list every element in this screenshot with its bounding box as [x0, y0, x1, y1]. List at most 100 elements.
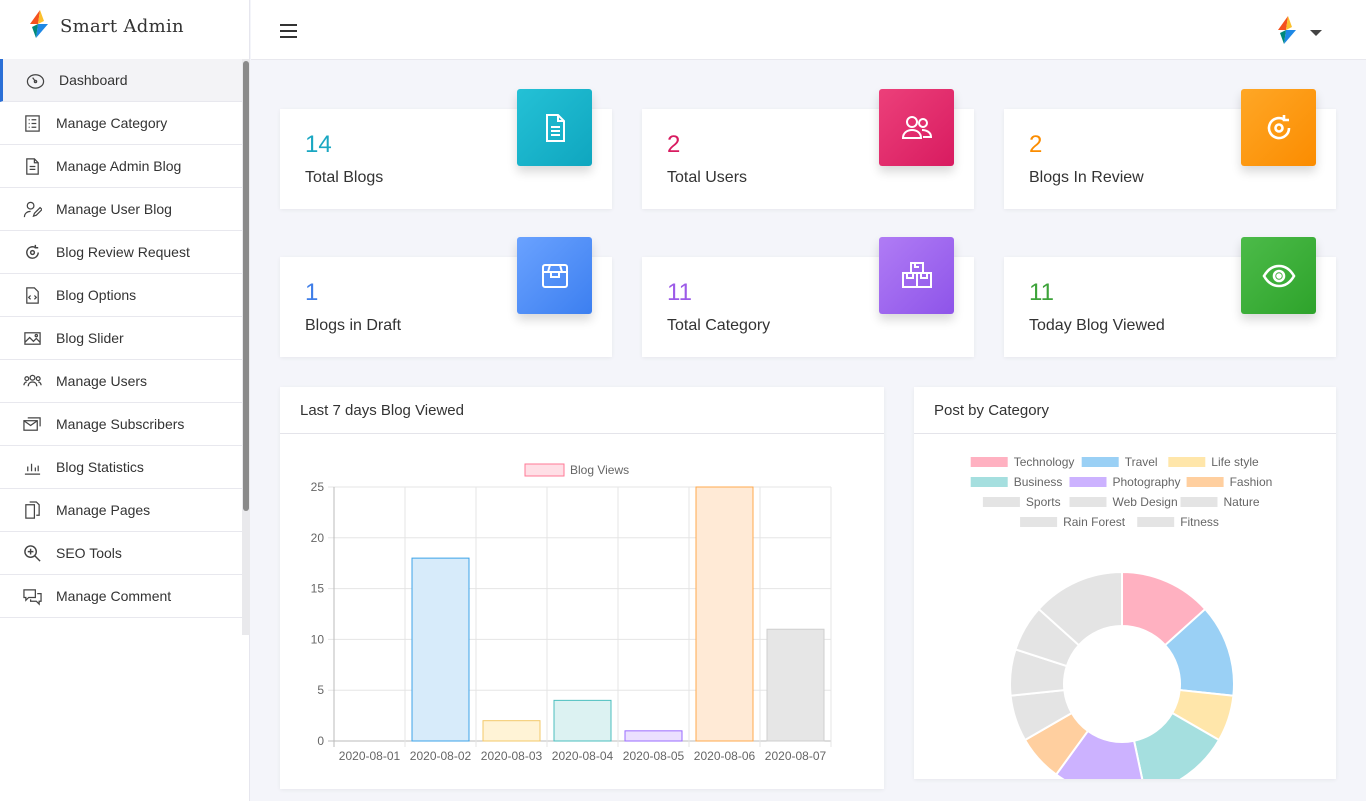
- legend-label: Web Design: [1113, 495, 1178, 509]
- stat-card-blogs-in-draft[interactable]: 1 Blogs in Draft: [280, 237, 612, 357]
- stat-card-today-blog-viewed[interactable]: 11 Today Blog Viewed: [1004, 237, 1336, 357]
- search-plus-icon: [20, 543, 44, 563]
- bar: [766, 628, 825, 742]
- legend-swatch: [1081, 457, 1119, 467]
- eye-icon: [1241, 237, 1316, 314]
- sidebar-item-manage-category[interactable]: Manage Category: [0, 102, 242, 145]
- stat-label: Today Blog Viewed: [1029, 317, 1165, 334]
- sidebar-item-blog-options[interactable]: Blog Options: [0, 274, 242, 317]
- legend-swatch: [1020, 517, 1058, 527]
- legend-swatch: [1137, 517, 1175, 527]
- legend-item: Nature: [1180, 495, 1260, 509]
- bar-chart-icon: [20, 457, 44, 477]
- legend-item: Fashion: [1186, 475, 1273, 489]
- stat-label: Blogs In Review: [1029, 169, 1144, 186]
- legend-label: Blog Views: [570, 463, 629, 477]
- x-tick-label: 2020-08-06: [694, 749, 756, 763]
- legend-item: Photography: [1069, 475, 1181, 489]
- sidebar-item-blog-statistics[interactable]: Blog Statistics: [0, 446, 242, 489]
- legend-label: Business: [1014, 475, 1063, 489]
- review-icon: [1241, 89, 1316, 166]
- sidebar-scrollbar[interactable]: [242, 59, 250, 635]
- legend-item: Travel: [1081, 455, 1158, 469]
- bar: [482, 720, 541, 742]
- stat-value: 11: [667, 279, 692, 306]
- sidebar-menu: Dashboard Manage Category Manage Admin B…: [0, 59, 242, 635]
- users-icon: [879, 89, 954, 166]
- sidebar-item-label: SEO Tools: [56, 545, 122, 561]
- logo-icon: [26, 9, 52, 44]
- sidebar-item-blog-slider[interactable]: Blog Slider: [0, 317, 242, 360]
- menu-toggle-icon[interactable]: [280, 24, 297, 38]
- brand[interactable]: Smart Admin: [0, 0, 249, 52]
- bar: [553, 699, 612, 742]
- stat-card-total-users[interactable]: 2 Total Users: [642, 89, 974, 209]
- sidebar-item-label: Blog Slider: [56, 330, 124, 346]
- sidebar-item-manage-users[interactable]: Manage Users: [0, 360, 242, 403]
- stat-card-total-blogs[interactable]: 14 Total Blogs: [280, 89, 612, 209]
- document-icon: [517, 89, 592, 166]
- y-tick-label: 0: [317, 734, 324, 748]
- sidebar-item-seo-tools[interactable]: SEO Tools: [0, 532, 242, 575]
- sidebar-item-label: Blog Statistics: [56, 459, 144, 475]
- stat-value: 11: [1029, 279, 1054, 306]
- y-tick-label: 15: [311, 582, 325, 596]
- legend-item: Technology: [970, 455, 1075, 469]
- y-tick-label: 5: [317, 683, 324, 697]
- review-icon: [20, 242, 44, 262]
- legend-item: Business: [970, 475, 1063, 489]
- sidebar: Smart Admin Dashboard Manage Category Ma…: [0, 0, 250, 801]
- stat-card-total-category[interactable]: 11 Total Category: [642, 237, 974, 357]
- code-file-icon: [20, 285, 44, 305]
- stat-card-blogs-in-review[interactable]: 2 Blogs In Review: [1004, 89, 1336, 209]
- legend-swatch: [970, 477, 1008, 487]
- user-menu[interactable]: [1274, 12, 1322, 53]
- x-tick-label: 2020-08-04: [552, 749, 614, 763]
- image-icon: [20, 328, 44, 348]
- panel-title: Post by Category: [914, 387, 1336, 434]
- x-tick-label: 2020-08-07: [765, 749, 827, 763]
- legend-label: Fashion: [1230, 475, 1273, 489]
- sidebar-item-label: Manage Users: [56, 373, 148, 389]
- legend-label: Technology: [1014, 455, 1075, 469]
- sidebar-item-dashboard[interactable]: Dashboard: [0, 59, 242, 102]
- legend-swatch: [1186, 477, 1224, 487]
- sidebar-item-manage-comment[interactable]: Manage Comment: [0, 575, 242, 618]
- sidebar-item-manage-subscribers[interactable]: Manage Subscribers: [0, 403, 242, 446]
- stat-label: Total Users: [667, 169, 748, 186]
- legend-swatch: [1168, 457, 1206, 467]
- stat-value: 14: [305, 131, 332, 158]
- sidebar-item-label: Manage Comment: [56, 588, 172, 604]
- bar: [411, 557, 470, 742]
- sidebar-item-manage-user-blog[interactable]: Manage User Blog: [0, 188, 242, 231]
- chevron-down-icon[interactable]: [1310, 29, 1322, 36]
- panel-title: Last 7 days Blog Viewed: [280, 387, 884, 434]
- legend-item: Life style: [1168, 455, 1259, 469]
- legend-swatch: [1069, 477, 1107, 487]
- sidebar-item-manage-admin-blog[interactable]: Manage Admin Blog: [0, 145, 242, 188]
- stat-value: 1: [305, 279, 319, 306]
- legend-swatch: [1180, 497, 1218, 507]
- sidebar-item-manage-pages[interactable]: Manage Pages: [0, 489, 242, 532]
- legend-label: Sports: [1026, 495, 1061, 509]
- gauge-icon: [23, 70, 47, 90]
- sidebar-item-label: Manage Admin Blog: [56, 158, 182, 174]
- sidebar-scroll-thumb[interactable]: [243, 61, 249, 511]
- sidebar-item-blog-review-request[interactable]: Blog Review Request: [0, 231, 242, 274]
- avatar[interactable]: [1274, 12, 1300, 53]
- bar: [695, 486, 754, 742]
- y-tick-label: 25: [311, 480, 325, 494]
- post-by-category-panel: Post by Category Technology Travel Life st…: [914, 387, 1336, 797]
- sidebar-item-label: Manage Category: [56, 115, 168, 131]
- legend-label: Rain Forest: [1063, 515, 1126, 529]
- bar: [624, 730, 683, 742]
- legend-label: Life style: [1211, 455, 1259, 469]
- legend-swatch: [982, 497, 1020, 507]
- stat-label: Total Category: [667, 317, 771, 334]
- legend-item: Sports: [982, 495, 1061, 509]
- doughnut-chart: Technology Travel Life style Business Photog…: [970, 455, 1273, 797]
- pages-icon: [20, 500, 44, 520]
- legend-label: Nature: [1224, 495, 1260, 509]
- stat-value: 2: [1029, 131, 1043, 158]
- comments-icon: [20, 586, 44, 606]
